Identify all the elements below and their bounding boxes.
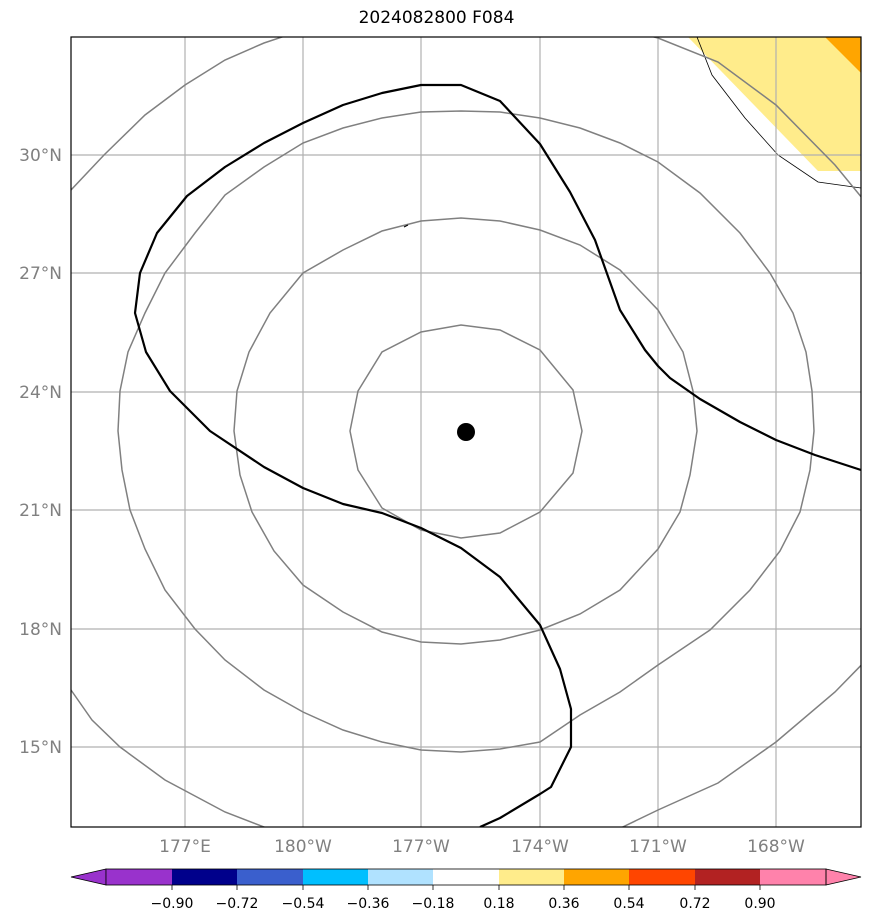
colorbar-swatch — [433, 869, 499, 885]
range-ring-2 — [233, 217, 698, 645]
colorbar-tick-label: 0.36 — [548, 896, 579, 912]
range-rings — [71, 37, 861, 827]
contour-thin — [696, 37, 861, 189]
colorbar-high-extend — [825, 868, 862, 886]
colorbar-swatch — [303, 869, 368, 885]
contour-fragment — [403, 224, 409, 228]
colorbar-swatch — [368, 869, 433, 885]
colorbar-swatch — [172, 869, 237, 885]
graticule — [71, 37, 861, 827]
colorbar: −0.90 −0.72 −0.54 −0.36 −0.18 0.18 0.36 … — [70, 868, 862, 912]
colorbar-tick-label: −0.90 — [151, 896, 194, 912]
colorbar-tick-label: −0.72 — [216, 896, 259, 912]
lat-label: 30°N — [19, 146, 62, 166]
colorbar-tick-label: 0.90 — [744, 896, 775, 912]
lon-label: 174°W — [511, 837, 569, 857]
colorbar-frame — [105, 868, 827, 886]
storm-center-marker — [457, 423, 475, 441]
lat-label: 27°N — [19, 264, 62, 284]
lon-label: 180°W — [274, 837, 332, 857]
map-title: 2024082800 F084 — [358, 8, 515, 28]
colorbar-tick-label: −0.18 — [412, 896, 455, 912]
colorbar-tick-label: 0.72 — [679, 896, 710, 912]
colorbar-swatch — [760, 869, 826, 885]
colorbar-swatch — [106, 869, 172, 885]
colorbar-swatch — [629, 869, 695, 885]
lon-label: 168°W — [747, 837, 805, 857]
colorbar-tick-label: 0.18 — [483, 896, 514, 912]
lat-label: 21°N — [19, 501, 62, 521]
lat-label: 24°N — [19, 383, 62, 403]
colorbar-tick-label: 0.54 — [613, 896, 644, 912]
map-frame — [70, 36, 862, 828]
lon-labels: 177°E 180°W 177°W 174°W 171°W 168°W — [159, 837, 805, 857]
lon-label: 177°E — [159, 837, 211, 857]
colorbar-tick-label: −0.54 — [282, 896, 325, 912]
colorbar-tick-label: −0.36 — [347, 896, 390, 912]
range-ring-1 — [349, 324, 583, 539]
colorbar-low-extend — [70, 868, 107, 886]
range-ring-4 — [71, 37, 861, 827]
lon-label: 177°W — [392, 837, 450, 857]
colorbar-swatch — [695, 869, 760, 885]
range-ring-3 — [117, 110, 815, 753]
contour-thick — [133, 83, 861, 827]
lat-labels: 30°N 27°N 24°N 21°N 18°N 15°N — [19, 146, 62, 758]
colorbar-swatch — [499, 869, 564, 885]
lat-label: 15°N — [19, 738, 62, 758]
lon-label: 171°W — [629, 837, 687, 857]
colorbar-swatch — [564, 869, 629, 885]
lat-label: 18°N — [19, 620, 62, 640]
colorbar-swatch — [237, 869, 303, 885]
shaded-field-orange — [825, 37, 861, 73]
